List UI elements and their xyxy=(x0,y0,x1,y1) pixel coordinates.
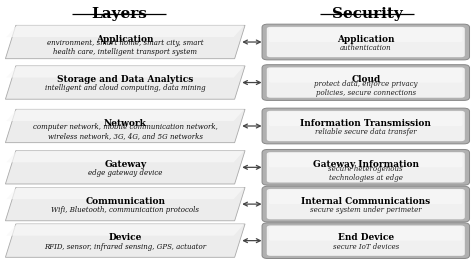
Text: Application: Application xyxy=(97,35,154,44)
Text: environment, smart home, smart city, smart
health care, intelligent transport sy: environment, smart home, smart city, sma… xyxy=(47,39,203,57)
FancyBboxPatch shape xyxy=(267,27,465,57)
FancyBboxPatch shape xyxy=(269,153,463,167)
Text: intelligent and cloud computing, data mining: intelligent and cloud computing, data mi… xyxy=(45,84,206,92)
Polygon shape xyxy=(6,66,244,77)
Text: Communication: Communication xyxy=(85,197,165,206)
Polygon shape xyxy=(5,224,245,257)
FancyBboxPatch shape xyxy=(269,68,463,83)
FancyBboxPatch shape xyxy=(262,65,470,100)
Text: Information Transmission: Information Transmission xyxy=(301,119,431,128)
Text: End Device: End Device xyxy=(337,233,394,243)
Text: protect data, enforce privacy
policies, secure connections: protect data, enforce privacy policies, … xyxy=(314,80,418,97)
Polygon shape xyxy=(5,66,245,99)
Text: Storage and Data Analytics: Storage and Data Analytics xyxy=(57,75,193,84)
FancyBboxPatch shape xyxy=(267,67,465,98)
Text: Network: Network xyxy=(104,119,146,128)
Text: edge gateway device: edge gateway device xyxy=(88,169,163,177)
Text: Wifi, Bluetooth, communication protocols: Wifi, Bluetooth, communication protocols xyxy=(51,206,199,214)
Polygon shape xyxy=(6,151,244,162)
Polygon shape xyxy=(6,224,244,236)
Polygon shape xyxy=(5,25,245,59)
Text: RFID, sensor, infrared sensing, GPS, actuator: RFID, sensor, infrared sensing, GPS, act… xyxy=(44,243,206,251)
Text: Internal Communications: Internal Communications xyxy=(301,197,430,206)
Polygon shape xyxy=(6,25,244,37)
FancyBboxPatch shape xyxy=(269,226,463,241)
FancyBboxPatch shape xyxy=(267,189,465,219)
Polygon shape xyxy=(5,187,245,221)
FancyBboxPatch shape xyxy=(269,111,463,126)
Text: computer network, mobile communication network,
wireless network, 3G, 4G, and 5G: computer network, mobile communication n… xyxy=(33,123,218,140)
Polygon shape xyxy=(6,187,244,199)
Text: authentication: authentication xyxy=(340,44,392,52)
Text: Gateway Information: Gateway Information xyxy=(313,160,419,169)
Text: Cloud: Cloud xyxy=(351,75,381,84)
Text: Gateway: Gateway xyxy=(104,160,146,169)
FancyBboxPatch shape xyxy=(267,225,465,256)
FancyBboxPatch shape xyxy=(262,223,470,259)
Text: Security: Security xyxy=(332,7,402,21)
FancyBboxPatch shape xyxy=(262,150,470,185)
FancyBboxPatch shape xyxy=(262,186,470,222)
FancyBboxPatch shape xyxy=(269,28,463,42)
Polygon shape xyxy=(5,151,245,184)
Polygon shape xyxy=(5,109,245,143)
FancyBboxPatch shape xyxy=(267,111,465,141)
Text: Device: Device xyxy=(109,233,142,243)
FancyBboxPatch shape xyxy=(267,152,465,183)
FancyBboxPatch shape xyxy=(269,190,463,204)
Text: secure system under perimeter: secure system under perimeter xyxy=(310,206,421,214)
Text: Application: Application xyxy=(337,35,394,44)
Text: Layers: Layers xyxy=(91,7,147,21)
FancyBboxPatch shape xyxy=(262,24,470,60)
Polygon shape xyxy=(6,109,244,121)
Text: secure IoT devices: secure IoT devices xyxy=(333,243,399,251)
FancyBboxPatch shape xyxy=(262,108,470,144)
Text: secure heterogenous
technologies at edge: secure heterogenous technologies at edge xyxy=(328,165,403,182)
Text: reliable secure data transfer: reliable secure data transfer xyxy=(315,128,417,136)
